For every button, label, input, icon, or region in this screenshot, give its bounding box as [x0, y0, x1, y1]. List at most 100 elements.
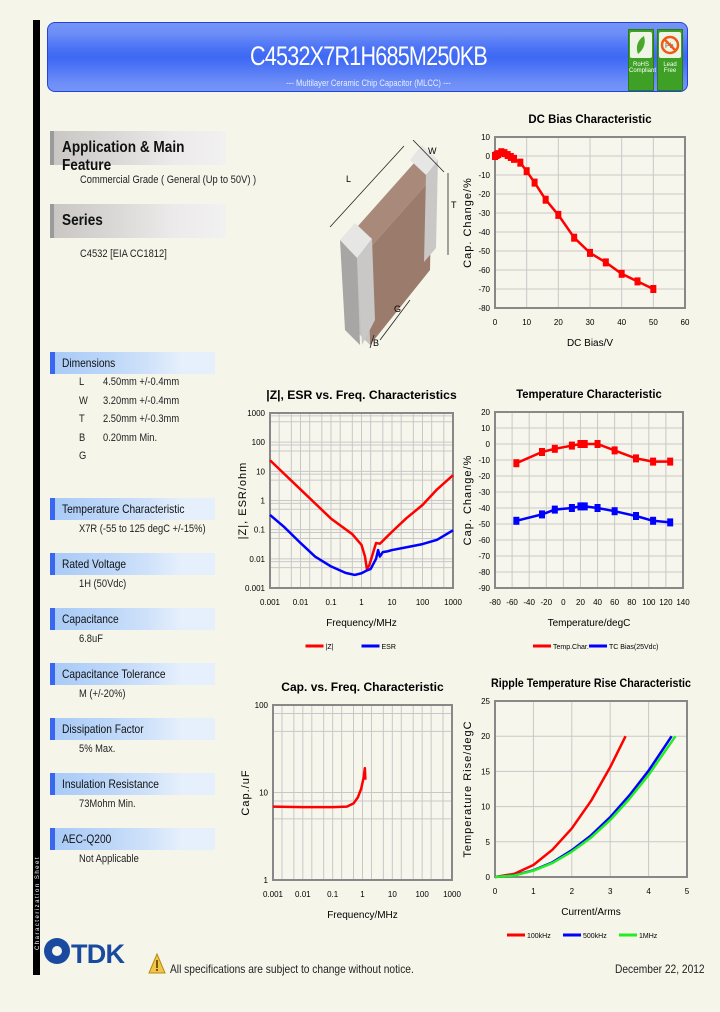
spec-heading-text: Capacitance: [62, 612, 119, 626]
badge-label: RoHS: [632, 62, 649, 68]
data-point: [577, 440, 584, 448]
x-tick-label: -60: [506, 598, 518, 607]
y-tick-label: -50: [478, 247, 490, 256]
y-tick-label: 20: [481, 732, 490, 741]
data-point: [498, 148, 505, 157]
x-tick-label: 2: [570, 887, 575, 896]
plot-frame: [494, 136, 686, 309]
chart-title: Ripple Temperature Rise Characteristic: [491, 676, 691, 690]
series-line: [269, 459, 454, 571]
legend-label: TC Bias(25Vdc): [609, 644, 658, 651]
x-tick-label: 0.01: [293, 598, 309, 607]
part-number-title: C4532X7R1H685M250KB: [250, 41, 488, 71]
y-tick-label: 15: [481, 767, 490, 776]
rohs-badge: RoHS Compliant: [628, 29, 657, 91]
data-point: [507, 152, 514, 161]
spec-heading: Capacitance: [50, 608, 215, 630]
data-point: [517, 158, 524, 167]
badge-label: Lead: [663, 62, 677, 68]
data-point: [633, 454, 639, 463]
y-tick-label: -80: [478, 568, 490, 577]
x-tick-label: -20: [540, 598, 552, 607]
x-tick-label: -80: [489, 598, 501, 607]
spec-value: Not Applicable: [79, 853, 139, 865]
plot-frame: [272, 704, 453, 881]
badge-label: Compliant: [629, 68, 657, 74]
y-axis-label: Cap. Change/%: [462, 177, 474, 268]
label-B: B: [373, 338, 379, 348]
x-tick-label: 3: [608, 887, 613, 896]
x-tick-label: 40: [593, 598, 602, 607]
series-line: [494, 735, 677, 879]
dimension-key: W: [79, 394, 88, 407]
lead-free-badge: Pb Lead Free: [657, 29, 683, 91]
spec-value: X7R (-55 to 125 degC +/-15%): [79, 523, 206, 535]
x-tick-label: -40: [523, 598, 535, 607]
x-tick-label: 80: [627, 598, 636, 607]
data-point: [587, 248, 593, 257]
x-tick-label: 5: [685, 887, 690, 896]
spec-value: 5% Max.: [79, 743, 116, 755]
y-tick-label: -20: [478, 472, 490, 481]
spec-value: 1H (50Vdc): [79, 578, 127, 590]
data-point: [602, 258, 609, 267]
tdk-logo: TDK: [44, 938, 126, 968]
x-tick-label: 120: [659, 598, 673, 607]
label-L: L: [346, 174, 351, 184]
dimension-key: T: [79, 413, 85, 425]
data-point: [571, 233, 578, 242]
data-point: [594, 440, 601, 448]
x-tick-label: 20: [554, 318, 563, 327]
data-point: [568, 441, 575, 450]
y-tick-label: -30: [478, 488, 490, 497]
y-tick-label: 1000: [247, 409, 265, 418]
y-tick-label: -60: [478, 266, 490, 275]
no-lead-icon: Pb: [659, 32, 681, 58]
series-heading: Series: [50, 204, 226, 238]
data-point: [539, 510, 545, 519]
data-point: [634, 277, 641, 286]
x-tick-label: 0.001: [260, 598, 281, 607]
y-axis-label: Cap. Change/%: [462, 455, 474, 546]
data-point: [531, 178, 538, 187]
data-point: [539, 448, 545, 456]
data-point: [551, 505, 558, 514]
plot-area: [495, 412, 683, 588]
data-point: [568, 504, 575, 512]
x-tick-label: 100: [416, 598, 430, 607]
y-tick-label: 10: [259, 789, 268, 798]
y-tick-label: 10: [481, 133, 490, 142]
y-tick-label: -90: [478, 584, 490, 593]
data-point: [611, 507, 618, 516]
dimension-value: 3.20mm +/-0.4mm: [103, 394, 180, 407]
legend-label: |Z|: [326, 644, 334, 651]
x-tick-label: 10: [522, 318, 531, 327]
sheet-date: December 22, 2012: [615, 962, 705, 976]
y-tick-label: 0.01: [249, 555, 265, 564]
data-point: [594, 504, 601, 512]
series-line: [272, 766, 367, 809]
x-tick-label: 100: [415, 890, 429, 899]
x-tick-label: 0.1: [327, 890, 339, 899]
spec-heading-text: Temperature Characteristic: [62, 502, 185, 516]
y-tick-label: -60: [478, 536, 490, 545]
y-tick-label: 0.001: [245, 584, 266, 593]
x-tick-label: 60: [681, 318, 690, 327]
y-tick-label: 0: [486, 873, 491, 882]
x-tick-label: 1000: [443, 890, 461, 899]
y-tick-label: 5: [486, 838, 491, 847]
x-tick-label: 1: [359, 598, 364, 607]
spec-heading-text: Dissipation Factor: [62, 722, 144, 736]
spec-heading: Insulation Resistance: [50, 773, 215, 795]
x-tick-label: 0.1: [325, 598, 337, 607]
spec-heading: Capacitance Tolerance: [50, 663, 215, 685]
application-heading: Application & Main Feature: [50, 131, 226, 174]
y-axis-label: Cap./uF: [240, 769, 252, 815]
dimension-key: G: [79, 450, 87, 462]
x-tick-label: 40: [617, 318, 626, 327]
y-tick-label: -40: [478, 228, 490, 237]
data-point: [667, 457, 674, 466]
x-tick-label: 1: [531, 887, 536, 896]
y-tick-label: -80: [478, 304, 490, 313]
application-heading-text: Application & Main Feature: [62, 139, 185, 174]
